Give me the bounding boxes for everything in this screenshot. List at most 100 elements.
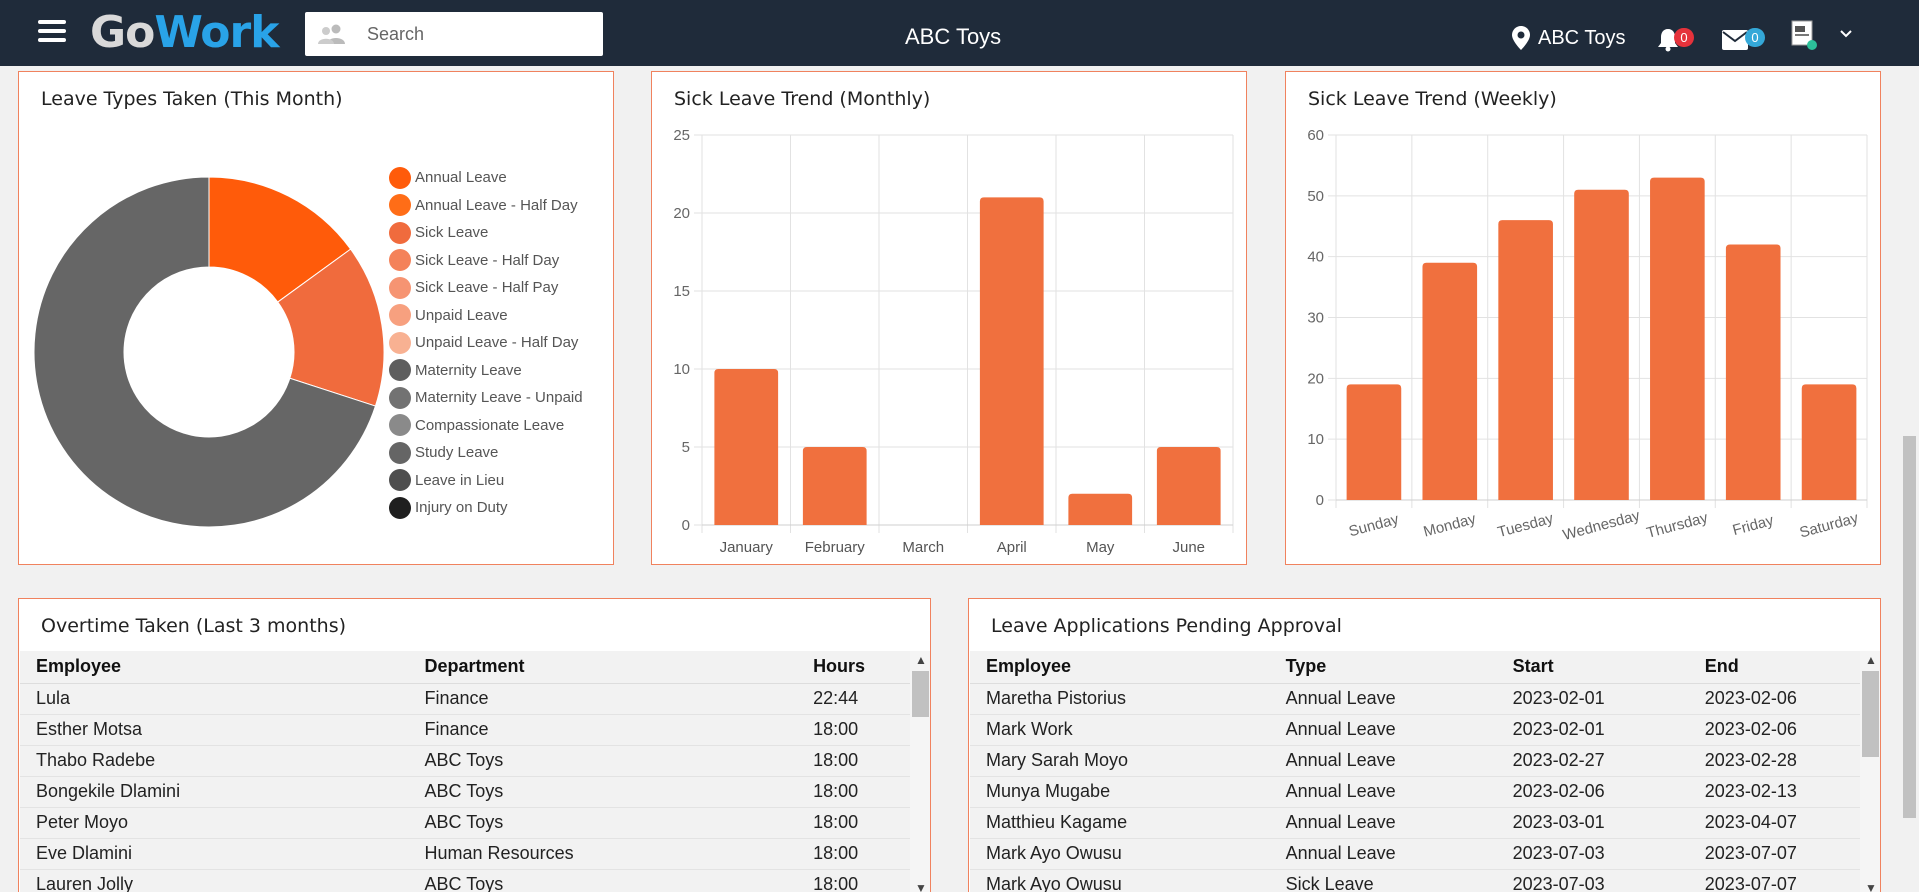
table-row[interactable]: Mark Ayo Owusu Sick Leave 2023-07-03 2023-0… [970,869,1880,892]
table-row[interactable]: Lula Finance 22:44 [20,683,930,715]
legend-label: Maternity Leave - Unpaid [415,389,583,407]
scroll-down-icon[interactable]: ▼ [915,881,927,892]
table-cell: 2023-07-07 [1688,869,1880,892]
donut-slice[interactable] [33,176,377,528]
bar[interactable] [979,197,1044,525]
scroll-down-icon[interactable]: ▼ [1865,881,1877,892]
table-row[interactable]: Peter Moyo ABC Toys 18:00 [20,807,930,839]
table-cell: Lauren Jolly [20,869,409,892]
column-header[interactable]: Employee [20,651,409,684]
column-header[interactable]: End [1688,651,1880,684]
sick-leave-monthly-chart: 0 5 10 15 20 25 January February March April May Ju… [673,127,1234,556]
map-pin-icon [1512,26,1530,50]
scrollbar-thumb[interactable] [1862,671,1879,757]
chevron-down-icon[interactable] [1840,30,1852,38]
table-row[interactable]: Mark Ayo Owusu Annual Leave 2023-07-03 2023… [970,838,1880,870]
sick-leave-weekly-panel: Sick Leave Trend (Weekly) 0 10 20 30 40 50 60 S… [1285,71,1881,565]
legend-swatch [389,249,411,272]
table-cell: 2023-02-01 [1496,714,1689,746]
table-cell: 2023-02-06 [1688,714,1880,746]
column-header[interactable]: Hours [797,651,930,684]
table-header-row: Employee Type Start End [970,651,1880,684]
x-tick-label: Monday [1422,510,1478,540]
legend-item[interactable]: Sick Leave - Half Day [389,247,583,275]
scrollbar-thumb[interactable] [912,671,929,717]
table-cell: 2023-02-01 [1496,683,1689,715]
bar[interactable] [1422,262,1478,500]
legend-swatch [389,194,411,217]
user-avatar[interactable] [1791,20,1817,50]
legend-label: Sick Leave - Half Pay [415,279,559,297]
table-row[interactable]: Maretha Pistorius Annual Leave 2023-02-01 2… [970,683,1880,715]
table-cell: Bongekile Dlamini [20,776,409,808]
legend-item[interactable]: Compassionate Leave [389,412,583,440]
bar[interactable] [1068,493,1133,525]
table-row[interactable]: Munya Mugabe Annual Leave 2023-02-06 2023-0… [970,776,1880,808]
table-row[interactable]: Matthieu Kagame Annual Leave 2023-03-01 202… [970,807,1880,839]
pending-table-container[interactable]: Employee Type Start End Maretha Pistorius Ann… [970,651,1880,892]
scroll-up-icon[interactable]: ▲ [1865,653,1877,667]
gowork-logo[interactable]: GoWork [90,7,280,58]
bar[interactable] [1801,384,1857,500]
legend-item[interactable]: Sick Leave [389,219,583,247]
table-cell: 18:00 [797,714,930,746]
legend-item[interactable]: Unpaid Leave - Half Day [389,329,583,357]
bar[interactable] [1650,177,1705,501]
pending-table: Employee Type Start End Maretha Pistorius Ann… [970,651,1880,892]
bar[interactable] [714,369,779,525]
table-scrollbar[interactable]: ▲ ▼ [1860,651,1880,892]
page-scrollbar-thumb[interactable] [1903,436,1916,818]
bar[interactable] [1156,447,1221,525]
legend-item[interactable]: Sick Leave - Half Pay [389,274,583,302]
table-cell: Annual Leave [1269,776,1497,808]
mail-icon[interactable] [1722,30,1748,50]
legend-item[interactable]: Annual Leave - Half Day [389,192,583,220]
legend-swatch [389,441,411,464]
overtime-table-container[interactable]: Employee Department Hours Lula Finance 22:44 E… [20,651,930,892]
column-header[interactable]: Type [1269,651,1497,684]
location-label: ABC Toys [1538,26,1626,49]
table-cell: 18:00 [797,838,930,870]
search-input[interactable] [367,23,587,45]
table-cell: Mark Ayo Owusu [970,838,1270,870]
bar[interactable] [1725,244,1781,501]
scroll-up-icon[interactable]: ▲ [915,653,927,667]
bar[interactable] [802,447,867,525]
legend-item[interactable]: Maternity Leave [389,357,583,385]
legend-item[interactable]: Unpaid Leave [389,302,583,330]
legend-label: Sick Leave - Half Day [415,251,560,269]
table-row[interactable]: Lauren Jolly ABC Toys 18:00 [20,869,930,892]
table-cell: Mary Sarah Moyo [970,745,1270,777]
table-row[interactable]: Eve Dlamini Human Resources 18:00 [20,838,930,870]
table-cell: Munya Mugabe [970,776,1270,808]
column-header[interactable]: Start [1496,651,1689,684]
column-header[interactable]: Employee [970,651,1270,684]
legend-item[interactable]: Leave in Lieu [389,467,583,495]
bar[interactable] [1346,384,1402,500]
table-row[interactable]: Thabo Radebe ABC Toys 18:00 [20,745,930,777]
legend-item[interactable]: Study Leave [389,439,583,467]
bar[interactable] [1574,189,1629,500]
page-scrollbar[interactable] [1900,66,1919,892]
column-header[interactable]: Department [408,651,798,684]
legend-swatch [389,331,411,354]
legend-item[interactable]: Maternity Leave - Unpaid [389,384,583,412]
table-row[interactable]: Mary Sarah Moyo Annual Leave 2023-02-27 202… [970,745,1880,777]
location-selector[interactable]: ABC Toys [1512,26,1625,50]
y-tick-label: 5 [682,439,690,456]
legend-item[interactable]: Annual Leave [389,164,583,192]
legend-label: Injury on Duty [415,499,508,517]
bar[interactable] [1498,220,1553,500]
bell-icon[interactable] [1657,28,1679,52]
y-tick-label: 0 [682,517,690,534]
table-cell: Esther Motsa [20,714,409,746]
table-cell: 2023-02-06 [1688,683,1880,715]
table-scrollbar[interactable]: ▲ ▼ [910,651,930,892]
table-row[interactable]: Bongekile Dlamini ABC Toys 18:00 [20,776,930,808]
table-row[interactable]: Esther Motsa Finance 18:00 [20,714,930,746]
legend-item[interactable]: Injury on Duty [389,494,583,522]
table-cell: 2023-07-07 [1688,838,1880,870]
table-row[interactable]: Mark Work Annual Leave 2023-02-01 2023-02-0… [970,714,1880,746]
menu-icon[interactable] [38,20,66,44]
